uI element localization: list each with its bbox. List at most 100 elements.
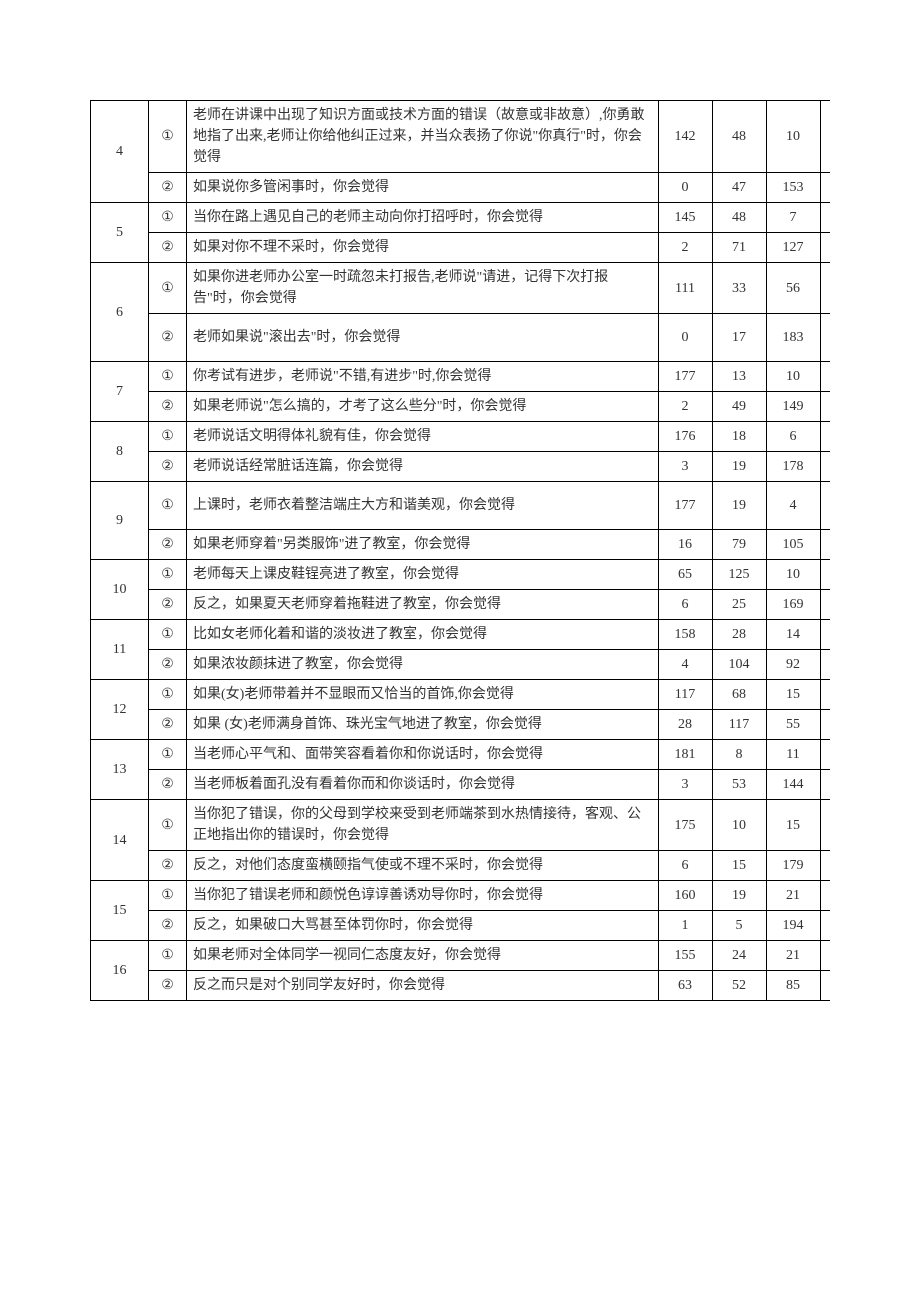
group-number: 9 — [91, 482, 149, 560]
group-number: 4 — [91, 101, 149, 203]
sub-index: ① — [149, 482, 187, 530]
group-number: 15 — [91, 881, 149, 941]
value-cell: 10 — [766, 101, 820, 173]
sub-index: ① — [149, 941, 187, 971]
value-cell: 48 — [712, 101, 766, 173]
sub-index: ① — [149, 881, 187, 911]
value-cell: 176 — [658, 422, 712, 452]
value-cell: 28 — [658, 710, 712, 740]
question-text: 如果浓妆颜抹进了教室，你会觉得 — [187, 650, 659, 680]
value-cell: 53 — [712, 770, 766, 800]
value-cell: 169 — [766, 590, 820, 620]
value-cell: 15 — [766, 680, 820, 710]
value-cell: 127 — [766, 233, 820, 263]
value-cell: 49 — [712, 392, 766, 422]
stub-cell — [820, 362, 830, 392]
page: 4①老师在讲课中出现了知识方面或技术方面的错误（故意或非故意）,你勇敢地指了出来… — [0, 0, 920, 1081]
question-text: 上课时，老师衣着整洁端庄大方和谐美观，你会觉得 — [187, 482, 659, 530]
group-number: 8 — [91, 422, 149, 482]
sub-index: ② — [149, 233, 187, 263]
value-cell: 0 — [658, 314, 712, 362]
value-cell: 153 — [766, 173, 820, 203]
value-cell: 21 — [766, 881, 820, 911]
value-cell: 3 — [658, 452, 712, 482]
question-text: 如果老师穿着"另类服饰"进了教室，你会觉得 — [187, 530, 659, 560]
stub-cell — [820, 800, 830, 851]
question-text: 如果(女)老师带着并不显眼而又恰当的首饰,你会觉得 — [187, 680, 659, 710]
group-number: 14 — [91, 800, 149, 881]
stub-cell — [820, 911, 830, 941]
value-cell: 85 — [766, 971, 820, 1001]
value-cell: 4 — [766, 482, 820, 530]
stub-cell — [820, 650, 830, 680]
stub-cell — [820, 851, 830, 881]
sub-index: ② — [149, 710, 187, 740]
stub-cell — [820, 710, 830, 740]
value-cell: 19 — [712, 881, 766, 911]
value-cell: 145 — [658, 203, 712, 233]
question-text: 老师在讲课中出现了知识方面或技术方面的错误（故意或非故意）,你勇敢地指了出来,老… — [187, 101, 659, 173]
stub-cell — [820, 203, 830, 233]
sub-index: ① — [149, 263, 187, 314]
stub-cell — [820, 620, 830, 650]
sub-index: ① — [149, 680, 187, 710]
value-cell: 6 — [658, 590, 712, 620]
value-cell: 15 — [712, 851, 766, 881]
question-text: 反之而只是对个别同学友好时，你会觉得 — [187, 971, 659, 1001]
value-cell: 17 — [712, 314, 766, 362]
value-cell: 10 — [766, 362, 820, 392]
value-cell: 194 — [766, 911, 820, 941]
question-text: 你考试有进步，老师说"不错,有进步"时,你会觉得 — [187, 362, 659, 392]
stub-cell — [820, 680, 830, 710]
question-text: 反之，如果破口大骂甚至体罚你时，你会觉得 — [187, 911, 659, 941]
value-cell: 19 — [712, 482, 766, 530]
sub-index: ② — [149, 452, 187, 482]
value-cell: 177 — [658, 362, 712, 392]
value-cell: 15 — [766, 800, 820, 851]
stub-cell — [820, 881, 830, 911]
question-text: 老师如果说"滚出去"时，你会觉得 — [187, 314, 659, 362]
value-cell: 56 — [766, 263, 820, 314]
sub-index: ② — [149, 770, 187, 800]
value-cell: 2 — [658, 392, 712, 422]
sub-index: ② — [149, 314, 187, 362]
value-cell: 79 — [712, 530, 766, 560]
value-cell: 4 — [658, 650, 712, 680]
group-number: 11 — [91, 620, 149, 680]
value-cell: 1 — [658, 911, 712, 941]
value-cell: 18 — [712, 422, 766, 452]
group-number: 13 — [91, 740, 149, 800]
value-cell: 178 — [766, 452, 820, 482]
value-cell: 105 — [766, 530, 820, 560]
value-cell: 117 — [712, 710, 766, 740]
question-text: 如果对你不理不采时，你会觉得 — [187, 233, 659, 263]
sub-index: ② — [149, 530, 187, 560]
stub-cell — [820, 314, 830, 362]
value-cell: 177 — [658, 482, 712, 530]
question-text: 当你在路上遇见自己的老师主动向你打招呼时，你会觉得 — [187, 203, 659, 233]
sub-index: ① — [149, 203, 187, 233]
value-cell: 149 — [766, 392, 820, 422]
value-cell: 160 — [658, 881, 712, 911]
question-text: 如果说你多管闲事时，你会觉得 — [187, 173, 659, 203]
question-text: 老师每天上课皮鞋锃亮进了教室，你会觉得 — [187, 560, 659, 590]
value-cell: 52 — [712, 971, 766, 1001]
value-cell: 65 — [658, 560, 712, 590]
question-text: 如果你进老师办公室一时疏忽未打报告,老师说"请进，记得下次打报告"时，你会觉得 — [187, 263, 659, 314]
sub-index: ② — [149, 650, 187, 680]
value-cell: 3 — [658, 770, 712, 800]
value-cell: 8 — [712, 740, 766, 770]
sub-index: ① — [149, 422, 187, 452]
value-cell: 6 — [766, 422, 820, 452]
question-text: 反之，对他们态度蛮横颐指气使或不理不采时，你会觉得 — [187, 851, 659, 881]
stub-cell — [820, 590, 830, 620]
value-cell: 183 — [766, 314, 820, 362]
question-text: 当你犯了错误，你的父母到学校来受到老师端茶到水热情接待，客观、公正地指出你的错误… — [187, 800, 659, 851]
value-cell: 68 — [712, 680, 766, 710]
sub-index: ② — [149, 392, 187, 422]
value-cell: 92 — [766, 650, 820, 680]
value-cell: 2 — [658, 233, 712, 263]
value-cell: 21 — [766, 941, 820, 971]
value-cell: 181 — [658, 740, 712, 770]
value-cell: 10 — [712, 800, 766, 851]
